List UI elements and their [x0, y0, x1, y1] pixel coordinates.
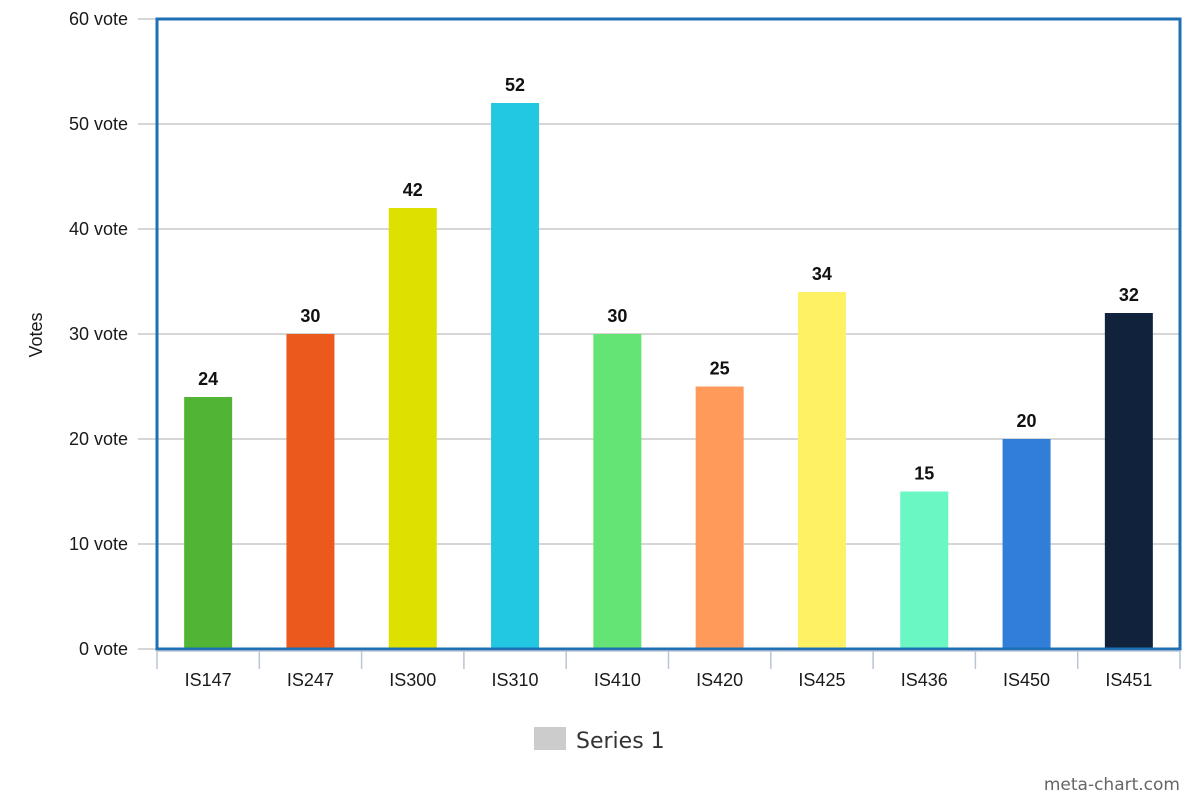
- x-axis: [156, 650, 1181, 669]
- y-tick-label: 10 vote: [69, 534, 128, 554]
- y-axis-tick-labels: 0 vote 10 vote 20 vote 30 vote 40 vote 50 vot…: [69, 9, 128, 659]
- data-label: 25: [710, 359, 730, 379]
- bar-is310[interactable]: [491, 103, 540, 649]
- x-axis-tick-labels: IS147 IS247 IS300 IS310 IS410 IS420 IS425 IS436…: [185, 670, 1153, 690]
- bar-is450[interactable]: [1002, 439, 1051, 649]
- y-tick-label: 0 vote: [79, 639, 128, 659]
- y-tick-label: 60 vote: [69, 9, 128, 29]
- data-label: 30: [607, 306, 627, 326]
- x-tick-label: IS436: [901, 670, 948, 690]
- watermark: meta-chart.com: [1044, 775, 1180, 795]
- x-tick-label: IS420: [696, 670, 743, 690]
- data-label: 15: [914, 464, 934, 484]
- y-tick-label: 50 vote: [69, 114, 128, 134]
- bar-is425[interactable]: [797, 292, 846, 649]
- bar-is147[interactable]: [184, 397, 233, 649]
- bar-is300[interactable]: [388, 208, 437, 649]
- x-tick-label: IS310: [492, 670, 539, 690]
- bar-is410[interactable]: [593, 334, 642, 649]
- bar-is247[interactable]: [286, 334, 335, 649]
- x-tick-label: IS300: [389, 670, 436, 690]
- legend-swatch: [534, 727, 566, 750]
- y-tick-label: 20 vote: [69, 429, 128, 449]
- data-label: 30: [300, 306, 320, 326]
- x-tick-label: IS247: [287, 670, 334, 690]
- data-label: 52: [505, 75, 525, 95]
- bar-is436[interactable]: [900, 491, 949, 650]
- data-label: 24: [198, 369, 218, 389]
- data-label: 32: [1119, 285, 1139, 305]
- x-tick-label: IS147: [185, 670, 232, 690]
- y-axis-title: Votes: [26, 312, 46, 357]
- x-tick-label: IS410: [594, 670, 641, 690]
- bar-is451[interactable]: [1104, 313, 1153, 649]
- data-label: 42: [403, 180, 423, 200]
- plot-border: [155, 17, 1182, 651]
- y-tick-label: 40 vote: [69, 219, 128, 239]
- x-tick-label: IS450: [1003, 670, 1050, 690]
- x-tick-label: IS425: [798, 670, 845, 690]
- legend-label: Series 1: [576, 729, 665, 754]
- bar-is420[interactable]: [695, 386, 744, 650]
- legend[interactable]: Series 1: [534, 727, 665, 754]
- data-label: 20: [1017, 411, 1037, 431]
- x-tick-label: IS451: [1105, 670, 1152, 690]
- data-labels: 24 30 42 52 30 25 34 15 20 32: [198, 75, 1139, 484]
- data-label: 34: [812, 264, 832, 284]
- bars: [184, 103, 1153, 649]
- y-tick-label: 30 vote: [69, 324, 128, 344]
